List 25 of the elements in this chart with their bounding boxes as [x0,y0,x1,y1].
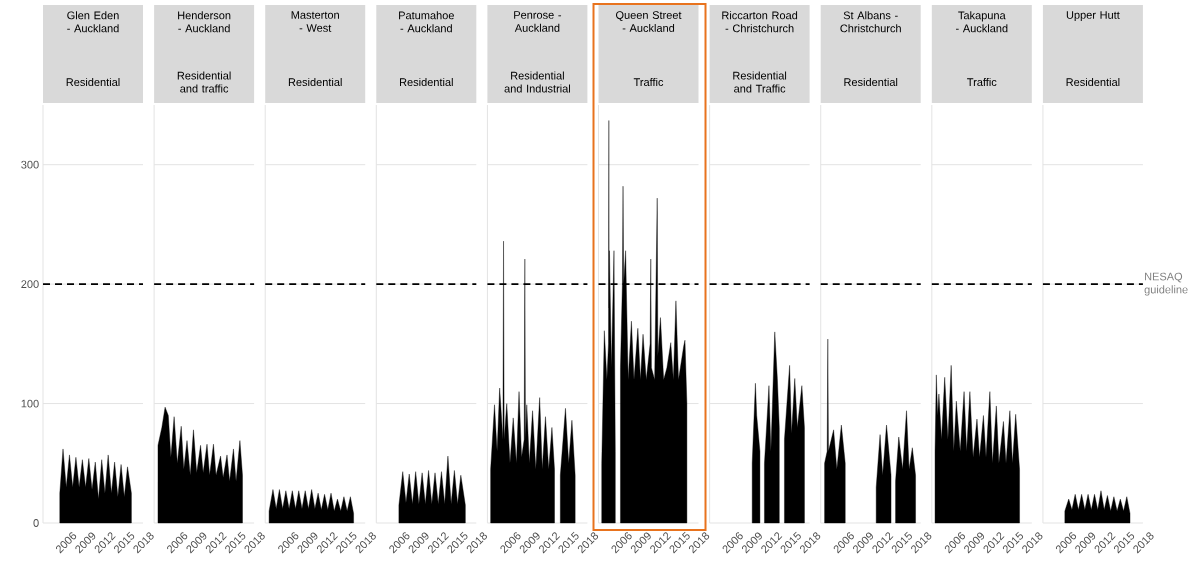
chart-title: Takapuna - Auckland [956,11,1008,33]
chart-subtitle: Residential [1066,77,1120,87]
chart-subtitle: Residential and Industrial [504,71,570,93]
y-tick-label: 200 [21,280,39,289]
chart-title: Glen Eden - Auckland [67,11,119,33]
y-tick-label: 100 [21,399,39,408]
chart-subtitle: Traffic [967,77,997,87]
y-tick-label: 0 [33,519,39,527]
chart-subtitle: Residential [288,77,342,87]
chart-title: Henderson - Auckland [178,11,231,33]
chart-subtitle: Residential [66,77,120,87]
chart-subtitle: Residential [844,77,898,87]
chart-subtitle: Residential and traffic [177,71,231,93]
chart-title: Upper Hutt [1066,11,1120,22]
y-tick-label: 300 [21,160,39,169]
chart-title: Masterton - West [291,11,339,32]
chart-subtitle: Traffic [633,77,664,87]
chart-subtitle: Residential and Traffic [733,71,787,93]
chart-subtitle: Residential [400,77,453,87]
chart-title: St Albans - Christchurch [840,11,901,33]
ref-line-label: NESAQ guideline [1144,272,1188,296]
chart-title: Penrose - Auckland [514,11,562,32]
chart-title: Patumahoe - Auckland [399,11,454,33]
chart-title: Riccarton Road - Christchurch [722,11,798,33]
chart-title: Queen Street - Auckland [616,11,682,32]
